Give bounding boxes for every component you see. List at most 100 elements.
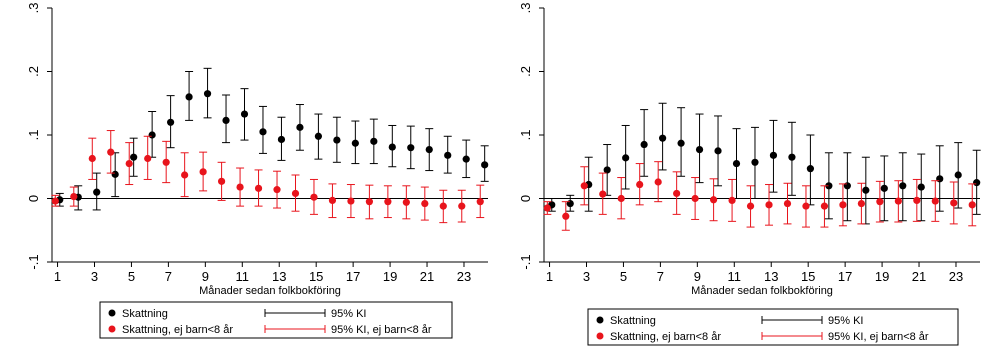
data-point — [240, 110, 249, 118]
legend-box — [587, 308, 959, 346]
data-point — [222, 116, 230, 124]
data-point — [88, 154, 96, 163]
data-point — [931, 197, 939, 205]
data-point — [70, 192, 78, 201]
data-point — [825, 182, 833, 190]
data-point — [458, 202, 466, 210]
data-point — [691, 194, 699, 203]
data-point — [181, 171, 189, 179]
y-tick-label: -.1 — [518, 254, 533, 269]
data-point — [407, 144, 415, 152]
data-point — [640, 140, 648, 149]
data-point — [125, 159, 133, 168]
y-tick-label: .1 — [26, 130, 41, 141]
y-tick-label: -.1 — [26, 254, 41, 269]
data-point — [783, 199, 792, 208]
y-tick-label: .1 — [518, 130, 533, 141]
data-point — [973, 179, 981, 187]
data-point — [148, 131, 156, 139]
data-point — [622, 154, 630, 162]
data-point — [654, 178, 662, 186]
data-point — [328, 196, 337, 205]
data-point — [162, 158, 170, 166]
data-point — [370, 137, 378, 145]
data-point — [314, 132, 323, 140]
data-point — [347, 197, 355, 205]
data-point — [291, 189, 300, 198]
y-tick-label: 0 — [518, 195, 533, 202]
data-point — [199, 168, 207, 176]
x-tick-label: 11 — [236, 269, 250, 284]
data-point — [936, 175, 944, 183]
legend-marker-skattning-ej-barn — [108, 325, 116, 333]
series-skattning — [547, 102, 981, 225]
data-point — [388, 143, 396, 151]
data-point — [444, 151, 452, 159]
data-point — [769, 151, 778, 159]
legend-marker-skattning-ej-barn — [596, 332, 604, 340]
legend: Skattning 95% KI Skattning, ej barn<8 år 95… — [99, 301, 453, 339]
x-tick-label: 5 — [128, 269, 135, 284]
data-point — [746, 202, 755, 210]
x-tick-label: 19 — [383, 269, 397, 284]
data-point — [425, 146, 433, 154]
data-point — [820, 202, 829, 210]
data-point — [543, 204, 551, 212]
x-tick-label: 1 — [54, 269, 61, 284]
data-point — [714, 147, 722, 155]
legend-box — [99, 301, 453, 339]
data-point — [913, 196, 921, 205]
data-point — [580, 182, 588, 190]
legend: Skattning 95% KI Skattning, ej barn<8 år 95… — [587, 308, 959, 346]
data-point — [476, 198, 484, 206]
data-point — [333, 136, 341, 144]
data-point — [273, 186, 281, 194]
data-point — [636, 180, 644, 189]
data-point — [107, 148, 115, 156]
data-point — [130, 153, 138, 161]
x-tick-label: 9 — [694, 269, 701, 284]
data-point — [894, 197, 902, 205]
data-point — [421, 199, 429, 208]
data-point — [802, 202, 810, 210]
data-point — [167, 118, 175, 126]
x-tick-label: 3 — [91, 269, 98, 284]
y-tick-label: .3 — [518, 3, 533, 14]
data-point — [695, 146, 704, 154]
data-point — [732, 159, 741, 168]
x-tick-label: 19 — [875, 269, 889, 284]
data-point — [617, 194, 625, 203]
x-tick-label: 13 — [764, 269, 778, 284]
data-point — [673, 189, 681, 198]
data-point — [236, 183, 244, 191]
data-point — [751, 158, 759, 166]
data-point — [917, 183, 925, 191]
y-tick-label: 0 — [26, 195, 41, 202]
data-point — [439, 202, 447, 210]
legend-label: 95% KI, ej barn<8 år — [331, 324, 432, 336]
y-tick-label: .2 — [518, 66, 533, 77]
x-tick-label: 21 — [912, 269, 926, 284]
data-point — [765, 201, 773, 209]
x-tick-label: 1 — [546, 269, 553, 284]
data-point — [254, 184, 263, 192]
data-point — [599, 190, 607, 198]
data-point — [659, 134, 667, 142]
data-point — [709, 196, 718, 204]
legend-label: Skattning — [610, 315, 656, 327]
x-tick-label: 7 — [657, 269, 664, 284]
data-point — [203, 90, 212, 98]
x-tick-label: 7 — [165, 269, 172, 284]
data-point — [843, 182, 851, 190]
data-point — [384, 198, 392, 206]
data-point — [603, 166, 611, 174]
data-point — [562, 212, 570, 220]
data-point — [277, 135, 286, 144]
legend-label: 95% KI, ej barn<8 år — [828, 331, 929, 343]
x-tick-label: 17 — [346, 269, 360, 284]
data-point — [862, 186, 870, 194]
x-tick-label: 5 — [620, 269, 627, 284]
